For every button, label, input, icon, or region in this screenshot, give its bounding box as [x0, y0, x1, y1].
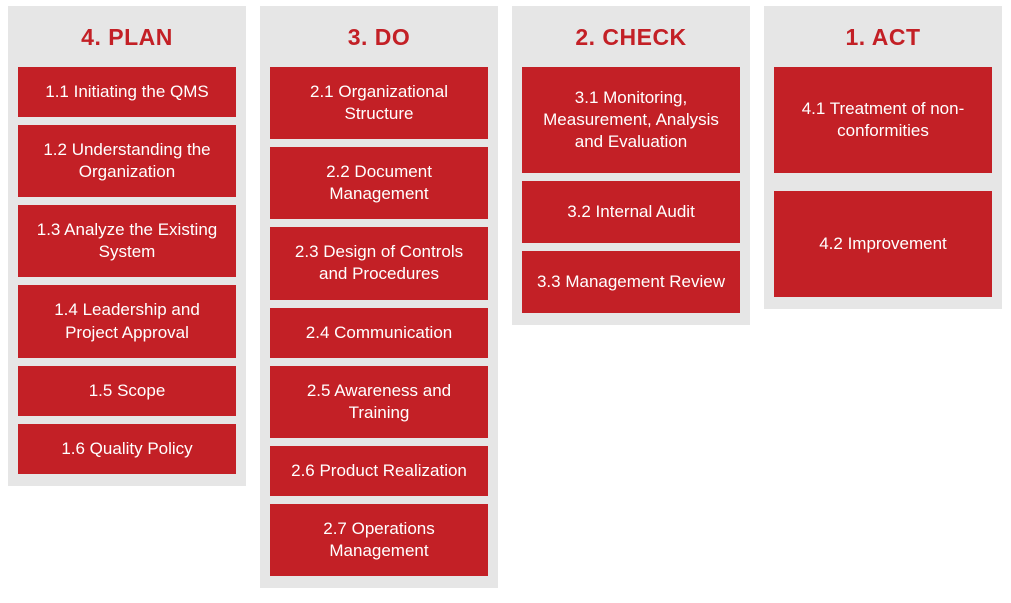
card: 1.2 Understanding the Organization [18, 125, 236, 197]
card: 1.5 Scope [18, 366, 236, 416]
card: 2.3 Design of Controls and Procedures [270, 227, 488, 299]
card-list: 3.1 Monitoring, Measurement, Analysis an… [522, 67, 740, 313]
card: 2.7 Operations Management [270, 504, 488, 576]
card: 2.2 Document Management [270, 147, 488, 219]
column-header: 3. DO [270, 16, 488, 67]
card: 2.1 Organizational Structure [270, 67, 488, 139]
card: 2.6 Product Realization [270, 446, 488, 496]
card: 4.1 Treatment of non-conformities [774, 67, 992, 173]
column-3: 1. ACT4.1 Treatment of non-conformities4… [764, 6, 1002, 309]
column-0: 4. PLAN1.1 Initiating the QMS 1.2 Underst… [8, 6, 246, 486]
card: 3.1 Monitoring, Measurement, Analysis an… [522, 67, 740, 173]
card-list: 2.1 Organizational Structure 2.2 Document… [270, 67, 488, 576]
card: 1.3 Analyze the Existing System [18, 205, 236, 277]
column-header: 1. ACT [774, 16, 992, 67]
card-list: 4.1 Treatment of non-conformities 4.2 Imp… [774, 67, 992, 297]
card: 4.2 Improvement [774, 191, 992, 297]
card: 2.4 Communication [270, 308, 488, 358]
card: 3.3 Management Review [522, 251, 740, 313]
card-list: 1.1 Initiating the QMS 1.2 Understanding … [18, 67, 236, 474]
column-header: 4. PLAN [18, 16, 236, 67]
card: 2.5 Awareness and Training [270, 366, 488, 438]
card: 1.6 Quality Policy [18, 424, 236, 474]
card: 3.2 Internal Audit [522, 181, 740, 243]
pdca-board: 4. PLAN1.1 Initiating the QMS 1.2 Underst… [8, 6, 1003, 588]
column-1: 3. DO2.1 Organizational Structure 2.2 Doc… [260, 6, 498, 588]
column-2: 2. CHECK3.1 Monitoring, Measurement, Ana… [512, 6, 750, 325]
card: 1.1 Initiating the QMS [18, 67, 236, 117]
column-header: 2. CHECK [522, 16, 740, 67]
card: 1.4 Leadership and Project Approval [18, 285, 236, 357]
